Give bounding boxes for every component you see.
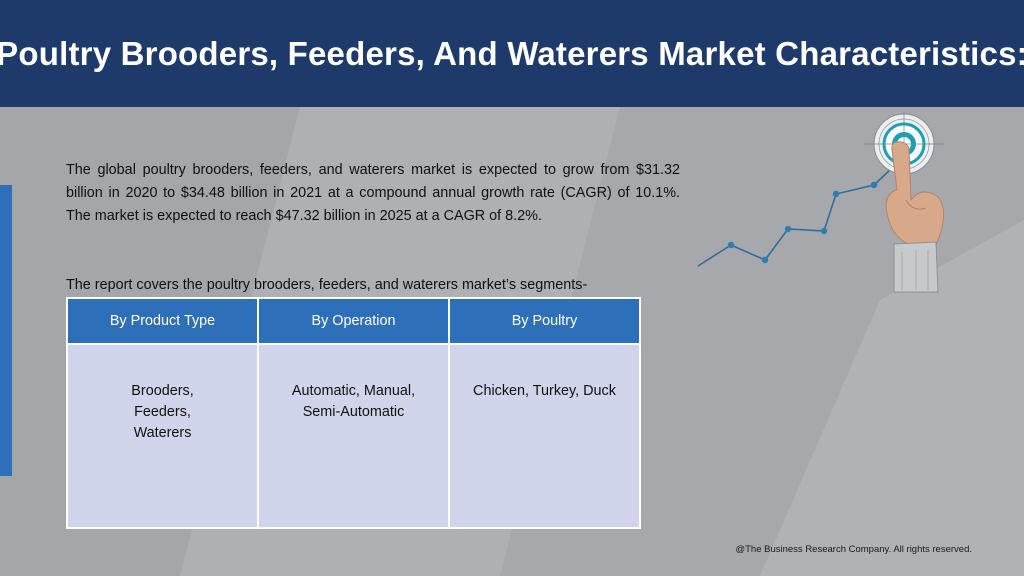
market-intro-paragraph: The global poultry brooders, feeders, an…: [66, 162, 680, 224]
header-product-type: By Product Type: [66, 297, 259, 345]
cell-operations: Automatic, Manual, Semi-Automatic: [257, 343, 450, 529]
cell-poultry-types: Chicken, Turkey, Duck: [448, 343, 641, 529]
rising-line-chart-icon: [697, 167, 893, 267]
segments-header-row: By Product Type By Operation By Poultry: [66, 297, 641, 345]
header-poultry: By Poultry: [448, 297, 641, 345]
left-accent-bar: [0, 185, 12, 476]
header-operation: By Operation: [257, 297, 450, 345]
cell-product-types: Brooders, Feeders, Waterers: [66, 343, 259, 529]
growth-target-illustration: [697, 112, 945, 293]
copyright-footer: @The Business Research Company. All righ…: [735, 544, 972, 555]
segments-value-row: Brooders, Feeders, Waterers Automatic, M…: [66, 343, 641, 529]
segments-table: By Product Type By Operation By Poultry …: [66, 297, 641, 529]
title-banner: Poultry Brooders, Feeders, And Waterers …: [0, 0, 1024, 107]
pointing-hand-icon: [885, 141, 945, 293]
segments-lead-text: The report covers the poultry brooders, …: [66, 277, 588, 293]
page-title: Poultry Brooders, Feeders, And Waterers …: [0, 34, 1024, 72]
